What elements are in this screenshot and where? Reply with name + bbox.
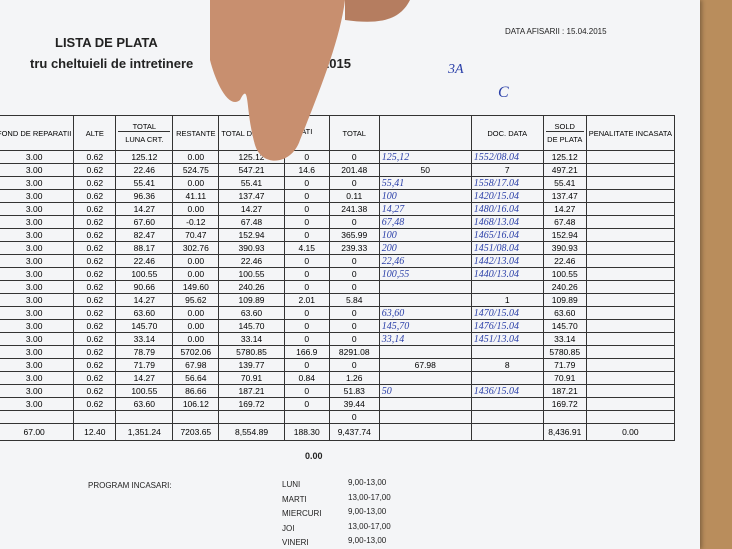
total-cell: 0.00 bbox=[585, 423, 675, 441]
day: VINERI bbox=[282, 538, 309, 547]
total-cell: 67.00 bbox=[0, 423, 75, 441]
cell: 109.89 bbox=[218, 293, 285, 307]
cell: 63.60 bbox=[218, 306, 285, 320]
total-row: 67.00 12.40 1,351.24 7203.65 8,554.89 188.30 9… bbox=[0, 423, 675, 441]
row: 3.00 0.62 63.60 0.00 63.60 0 0 63,60 1470/15.04 6… bbox=[0, 306, 675, 320]
total-cell: 9,437.74 bbox=[328, 423, 380, 441]
header-group: SOLD bbox=[545, 122, 584, 132]
paper: LISTA DE PLATA tru cheltuieli de intreti… bbox=[0, 0, 700, 549]
row: 3.00 0.62 33.14 0.00 33.14 0 0 33,14 1451/13.04 3… bbox=[0, 332, 675, 346]
note: C bbox=[498, 84, 509, 101]
header-cell: DOC. DATA bbox=[470, 115, 544, 151]
header-label: LUNA CRT. bbox=[125, 135, 164, 144]
header-label: PENALITATE INCASATA bbox=[588, 128, 672, 138]
day: MIERCURI bbox=[282, 509, 322, 518]
row: 3.00 0.62 88.17 302.76 390.93 4.15 239.33 200 14… bbox=[0, 241, 675, 255]
finger bbox=[210, 0, 345, 161]
header-label: DOC. DATA bbox=[487, 128, 528, 138]
row: 3.00 0.62 82.47 70.47 152.94 0 365.99 100 1465/1… bbox=[0, 228, 675, 242]
total-cell: 8,436.91 bbox=[542, 423, 587, 441]
header-label: FOND DE REPARATII bbox=[0, 128, 72, 138]
schedule-label: PROGRAM INCASARI: bbox=[88, 481, 172, 490]
header-label: ALTE bbox=[85, 128, 104, 138]
day: LUNI bbox=[282, 480, 301, 489]
header-label: TOTAL bbox=[342, 128, 366, 138]
header-label: DE PLATA bbox=[547, 135, 583, 144]
row: 3.00 0.62 14.27 56.64 70.91 0.84 1.26 70.91 bbox=[0, 371, 675, 385]
total-cell: 7203.65 bbox=[172, 423, 220, 441]
row: 3.00 0.62 90.66 149.60 240.26 0 0 240.26 bbox=[0, 280, 675, 294]
row: 3.00 0.62 100.55 86.66 187.21 0 51.83 50 1436/15… bbox=[0, 384, 675, 398]
day: MARTI bbox=[282, 494, 307, 504]
header-group: TOTAL bbox=[118, 122, 171, 132]
total-cell: 8,554.89 bbox=[218, 423, 285, 441]
header-cell bbox=[378, 115, 472, 151]
header-cell: RESTANTE bbox=[172, 115, 220, 151]
hours: 9,00-13,00 bbox=[348, 536, 387, 545]
header-label: RESTANTE bbox=[176, 128, 216, 138]
row: 3.00 0.62 14.27 95.62 109.89 2.01 5.84 1 109.89 bbox=[0, 293, 675, 307]
grand-total: 0.00 bbox=[305, 451, 323, 461]
table: FOND DE REPARATII ALTE TOTAL LUNA CRT. RESTA… bbox=[0, 115, 675, 441]
note: 3A bbox=[448, 62, 464, 77]
hours: 13,00-17,00 bbox=[348, 521, 391, 531]
row: 3.00 0.62 22.46 524.75 547.21 14.6 201.48 50 7 49… bbox=[0, 163, 675, 177]
row: 3.00 0.62 22.46 0.00 22.46 0 0 22,46 1442/13.04 2… bbox=[0, 254, 675, 268]
subtitle: tru cheltuieli de intretinere bbox=[30, 56, 194, 71]
header-cell: PENALITATE INCASATA bbox=[585, 115, 675, 151]
date: DATA AFISARII : 15.04.2015 bbox=[505, 27, 607, 36]
header-group: ATI bbox=[301, 127, 313, 136]
row: 3.00 0.62 63.60 106.12 169.72 0 39.44 169.72 bbox=[0, 397, 675, 411]
hours: 9,00-13,00 bbox=[348, 478, 387, 487]
header-label: TOTAL DE PLATA bbox=[221, 128, 282, 138]
title: LISTA DE PLATA bbox=[55, 35, 158, 50]
hours: 13,00-17,00 bbox=[348, 492, 391, 502]
hours: 9,00-13,00 bbox=[348, 507, 387, 516]
header-cell: SOLD DE PLATA bbox=[542, 115, 587, 151]
day: JOI bbox=[282, 523, 295, 533]
row: 3.00 0.62 125.12 0.00 125.12 0 0 125,12 1552/08.… bbox=[0, 150, 675, 164]
row: 3.00 0.62 78.79 5702.06 5780.85 166.9 8291.08 5… bbox=[0, 345, 675, 359]
finger bbox=[345, 0, 410, 22]
